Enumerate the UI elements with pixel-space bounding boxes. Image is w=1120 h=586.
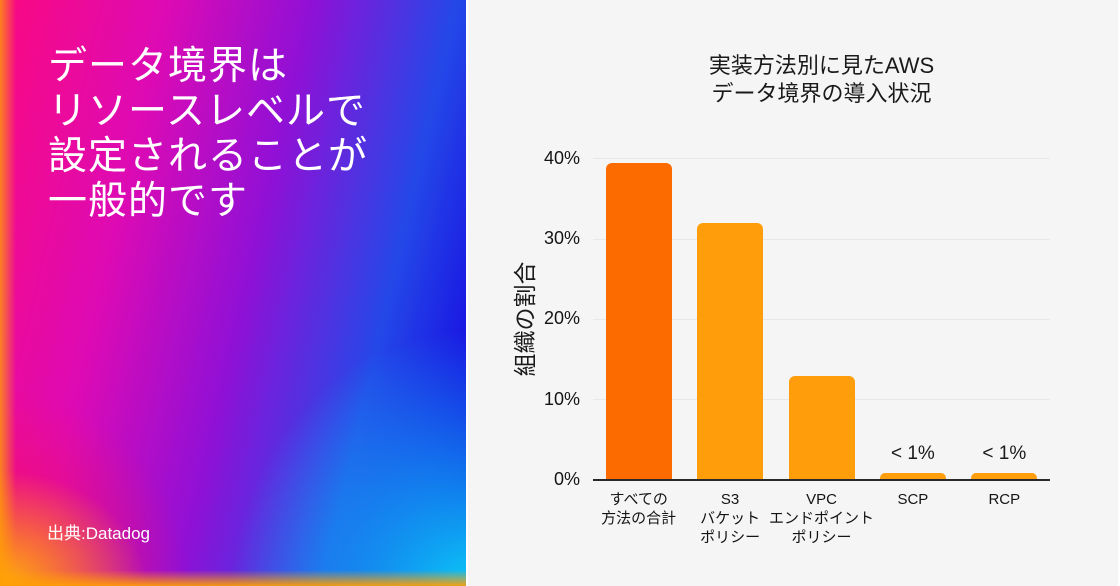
headline-line-3: 設定されることが bbox=[48, 135, 369, 178]
headline-line-2: リソースレベルで bbox=[48, 90, 367, 133]
x-axis-line bbox=[593, 479, 1050, 482]
headline: データ境界は リソースレベルで 設定されることが 一般的です bbox=[48, 44, 368, 224]
x-category-label: VPC エンドポイント ポリシー bbox=[768, 491, 874, 546]
x-category-label: SCP bbox=[897, 491, 929, 508]
chart-panel: 実装方法別に見たAWS データ境界の導入状況 組織の割合 0% 10% 20% 30%… bbox=[468, 0, 1118, 586]
y-tick-label: 10% bbox=[543, 388, 580, 409]
y-tick-label: 40% bbox=[543, 147, 580, 168]
headline-line-4: 一般的です bbox=[48, 180, 249, 223]
bar-value-label: < 1% bbox=[890, 443, 935, 464]
bar-value-label: < 1% bbox=[982, 443, 1027, 464]
y-tick-label: 0% bbox=[553, 469, 580, 489]
y-tick-label: 30% bbox=[543, 228, 580, 249]
bar-2 bbox=[697, 223, 764, 480]
gridline bbox=[593, 238, 1050, 240]
bar-5 bbox=[971, 473, 1038, 480]
x-category-label: S3 バケット ポリシー bbox=[700, 491, 761, 546]
gradient-panel: データ境界は リソースレベルで 設定されることが 一般的です 出典:Datado… bbox=[0, 0, 466, 586]
gridline bbox=[593, 318, 1050, 320]
chart-title: 実装方法別に見たAWS データ境界の導入状況 bbox=[593, 52, 1050, 108]
x-category-label: RCP bbox=[988, 491, 1021, 508]
y-tick-label: 20% bbox=[543, 308, 580, 329]
headline-line-1: データ境界は bbox=[48, 45, 289, 88]
x-category-label: すべての 方法の合計 bbox=[601, 491, 677, 527]
bar-4 bbox=[879, 473, 946, 480]
gridline bbox=[593, 158, 1050, 160]
bar-3 bbox=[788, 376, 855, 480]
chart-title-line-1: 実装方法別に見たAWS bbox=[708, 53, 935, 78]
chart-title-line-2: データ境界の導入状況 bbox=[711, 81, 932, 106]
bar-1 bbox=[605, 163, 672, 480]
source-attribution: 出典:Datadog bbox=[47, 524, 150, 543]
